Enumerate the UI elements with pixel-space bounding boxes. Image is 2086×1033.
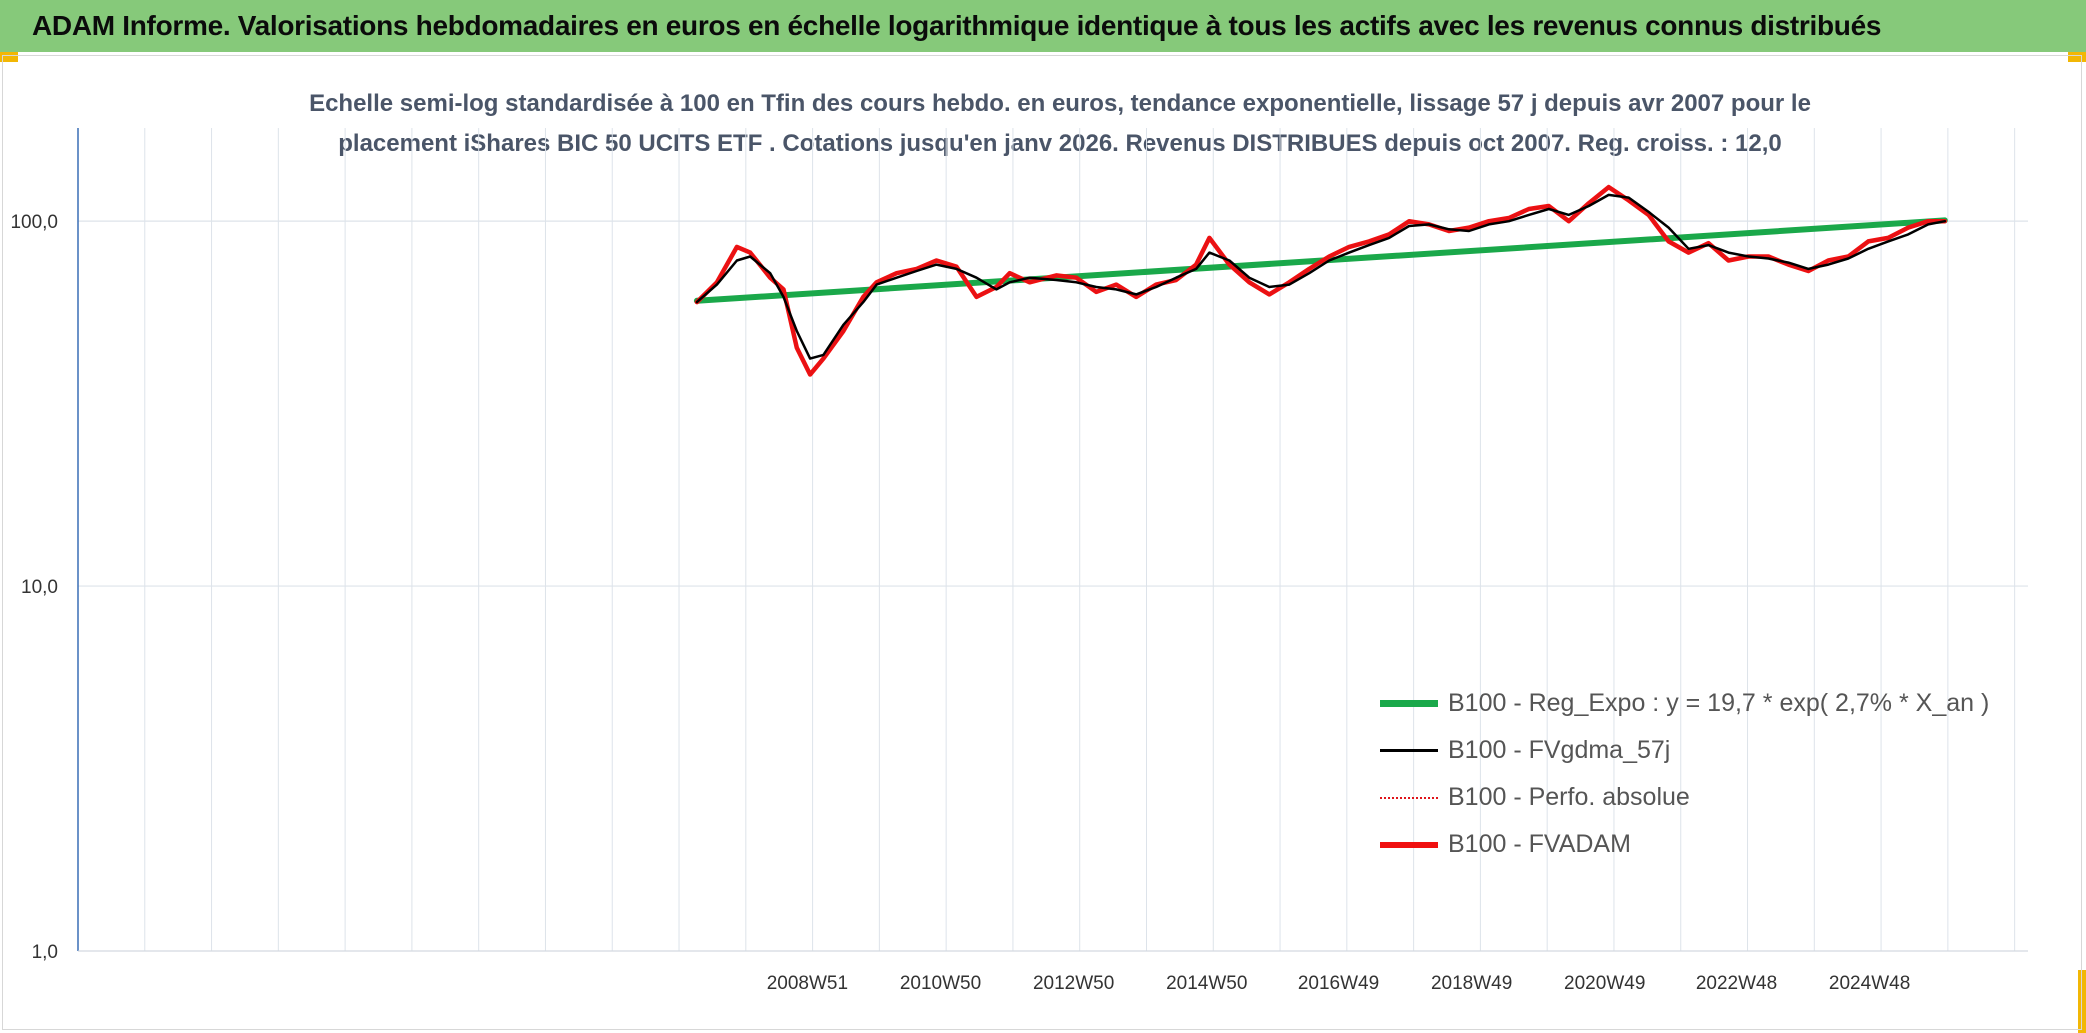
- chart-frame: [2, 55, 2082, 1030]
- legend-item-fvadam[interactable]: B100 - FVADAM: [1380, 821, 2020, 868]
- x-tick-label: 2014W50: [1166, 973, 1247, 994]
- series-line-fvgdma: [695, 193, 1947, 360]
- series-line-perfo: [696, 186, 1946, 376]
- x-tick-label: 2020W49: [1564, 973, 1645, 994]
- legend-label-fvadam: B100 - FVADAM: [1448, 830, 1631, 858]
- chart-title-line-1: Echelle semi-log standardisée à 100 en T…: [309, 90, 1811, 117]
- legend-label-perfo: B100 - Perfo. absolue: [1448, 783, 1690, 811]
- report-banner: ADAM Informe. Valorisations hebdomadaire…: [0, 0, 2086, 52]
- x-tick-label: 2018W49: [1431, 973, 1512, 994]
- y-tick-label: 100,0: [10, 212, 58, 233]
- report-title: ADAM Informe. Valorisations hebdomadaire…: [32, 10, 1882, 41]
- chart-title-line-2: placement iShares BIC 50 UCITS ETF . Cot…: [338, 130, 1782, 157]
- chart-axes: [77, 128, 2028, 952]
- legend-swatch-reg-expo: [1380, 700, 1438, 707]
- corner-marker-bottom-right: [2078, 970, 2086, 1033]
- chart-series: [693, 184, 1948, 377]
- legend-label-reg-expo: B100 - Reg_Expo : y = 19,7 * exp( 2,7% *…: [1448, 689, 1990, 717]
- x-tick-label: 2010W50: [900, 973, 981, 994]
- legend-item-fvgdma[interactable]: B100 - FVgdma_57j: [1380, 727, 2020, 774]
- legend-swatch-perfo: [1380, 796, 1438, 799]
- legend-label-fvgdma: B100 - FVgdma_57j: [1448, 736, 1671, 764]
- y-tick-label: 10,0: [21, 577, 58, 598]
- x-tick-label: 2024W48: [1829, 973, 1910, 994]
- y-tick-label: 1,0: [32, 942, 58, 963]
- legend-item-reg-expo[interactable]: B100 - Reg_Expo : y = 19,7 * exp( 2,7% *…: [1380, 680, 2020, 727]
- corner-marker-top-left: [0, 52, 18, 62]
- legend-item-perfo[interactable]: B100 - Perfo. absolue: [1380, 774, 2020, 821]
- x-tick-label: 2012W50: [1033, 973, 1114, 994]
- legend-swatch-fvadam: [1380, 841, 1438, 848]
- chart-ticks: 100,0 10,0 1,0 2008W51 2010W50 2012W50 2014W50…: [10, 212, 1910, 994]
- x-tick-label: 2016W49: [1298, 973, 1379, 994]
- x-tick-label: 2008W51: [767, 973, 848, 994]
- chart-legend: B100 - Reg_Expo : y = 19,7 * exp( 2,7% *…: [1380, 680, 2020, 868]
- corner-marker-top-right: [2068, 52, 2086, 62]
- x-tick-label: 2022W48: [1696, 973, 1777, 994]
- legend-swatch-fvgdma: [1380, 749, 1438, 752]
